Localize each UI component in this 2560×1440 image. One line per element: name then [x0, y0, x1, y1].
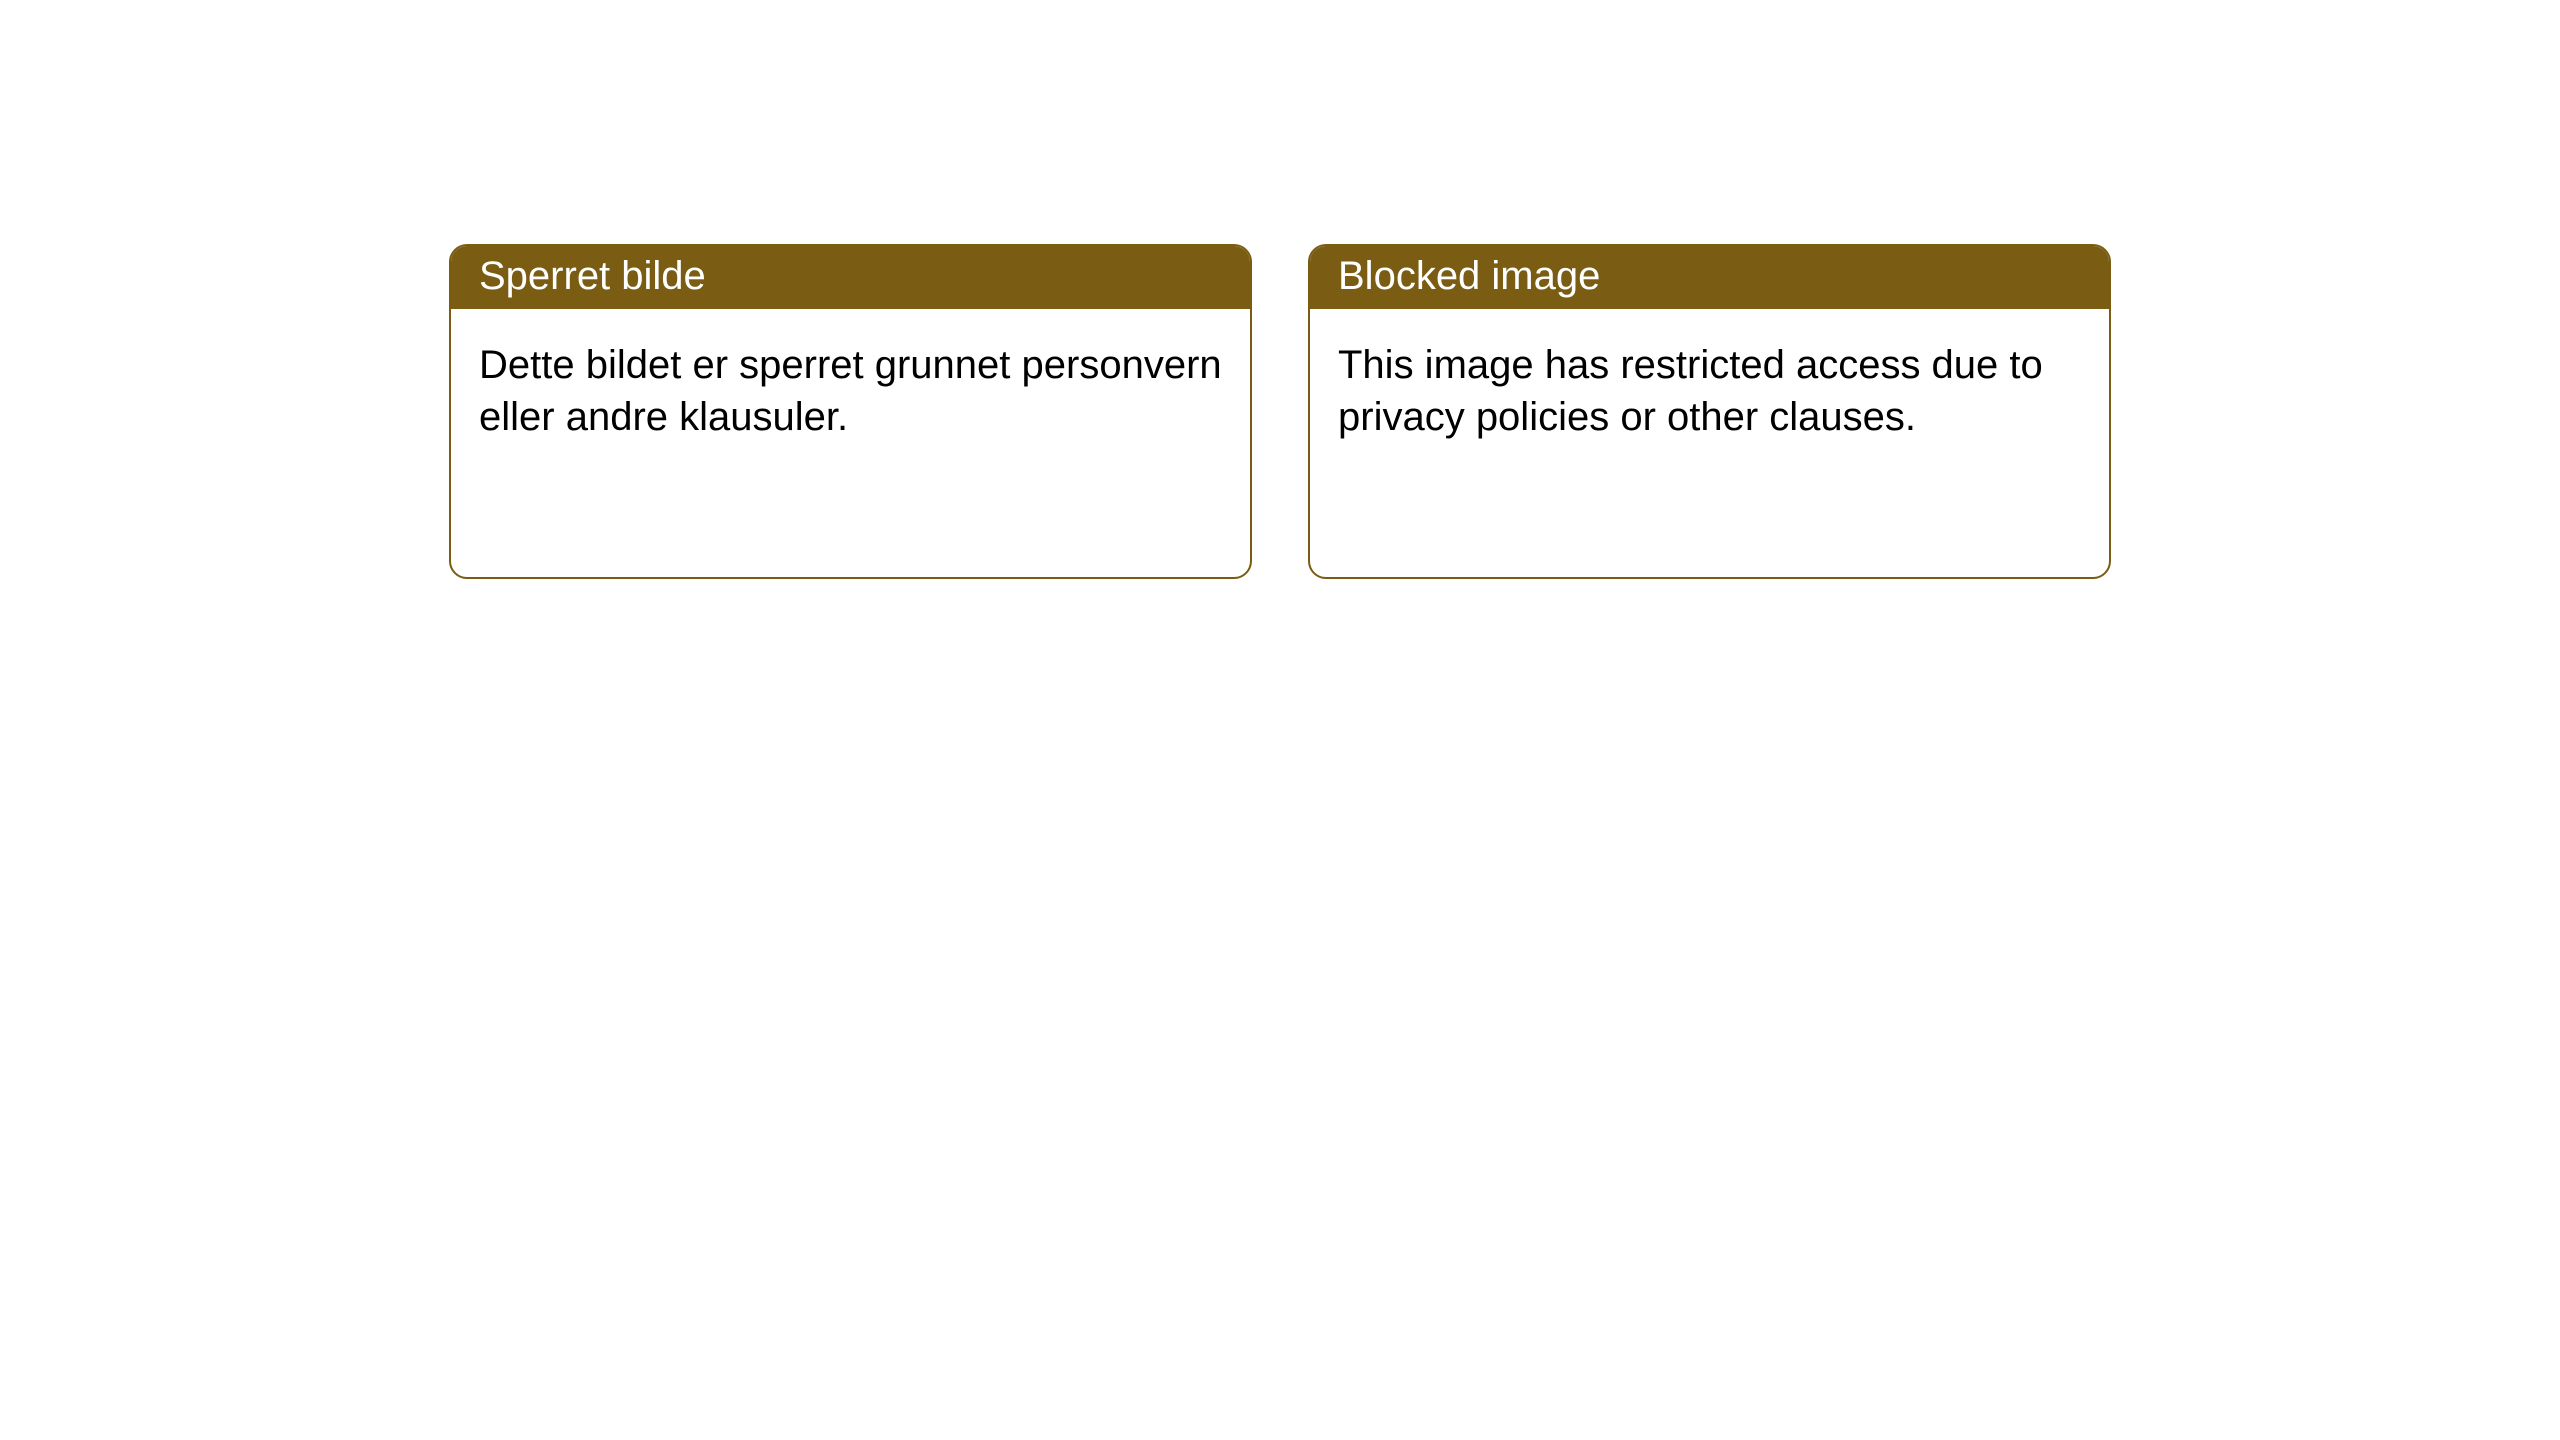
card-header: Sperret bilde: [451, 246, 1250, 309]
card-title: Sperret bilde: [479, 254, 706, 298]
card-body-text: This image has restricted access due to …: [1338, 343, 2043, 439]
cards-container: Sperret bilde Dette bildet er sperret gr…: [449, 244, 2560, 579]
notice-card-english: Blocked image This image has restricted …: [1308, 244, 2111, 579]
card-body-text: Dette bildet er sperret grunnet personve…: [479, 343, 1222, 439]
card-body: Dette bildet er sperret grunnet personve…: [451, 309, 1250, 473]
notice-card-norwegian: Sperret bilde Dette bildet er sperret gr…: [449, 244, 1252, 579]
card-body: This image has restricted access due to …: [1310, 309, 2109, 473]
card-title: Blocked image: [1338, 254, 1600, 298]
card-header: Blocked image: [1310, 246, 2109, 309]
